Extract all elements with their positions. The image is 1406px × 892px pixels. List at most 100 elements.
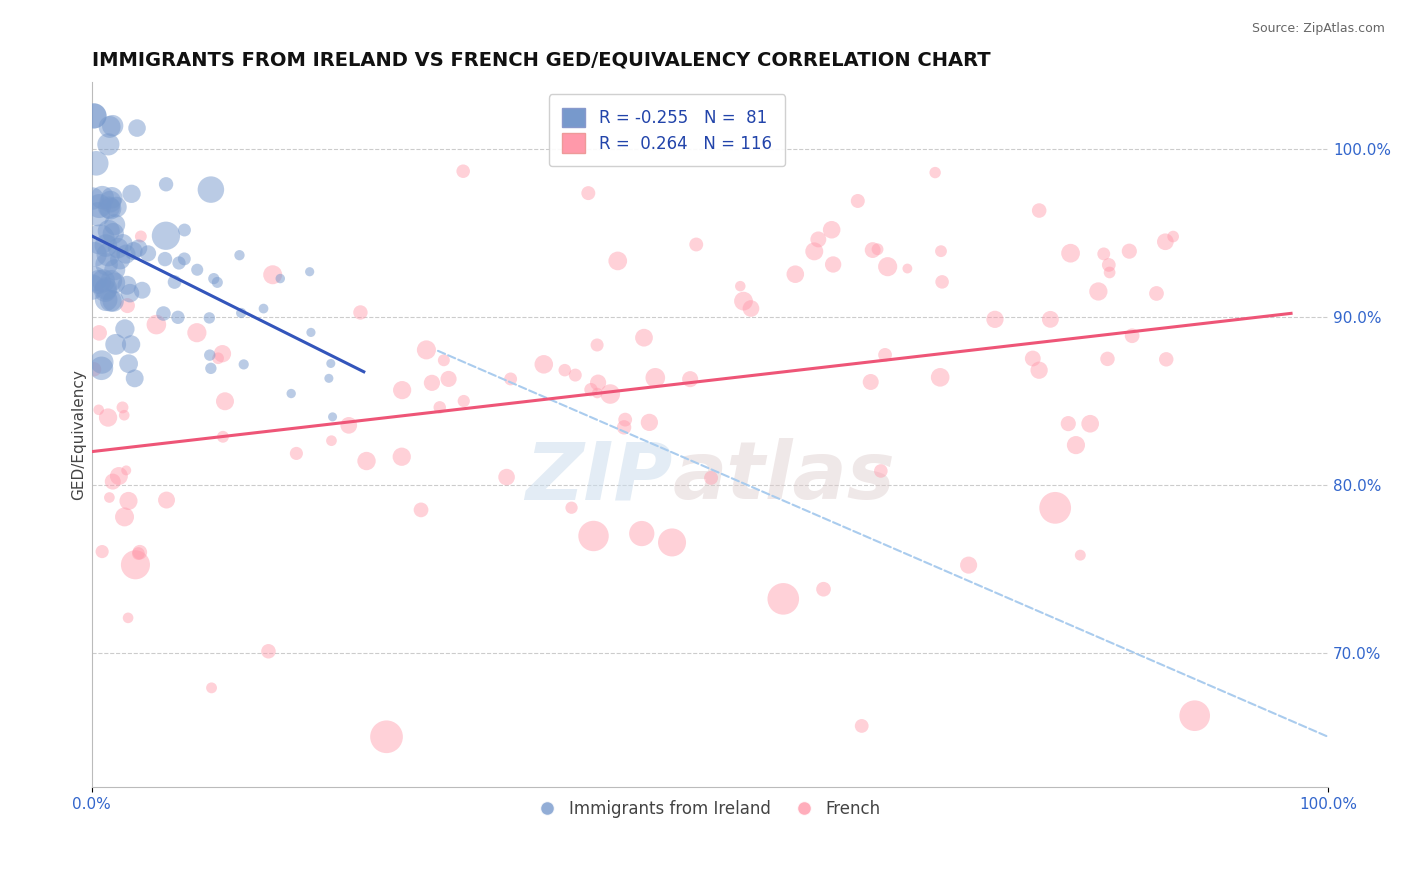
Point xyxy=(1043,500,1066,515)
Point xyxy=(1069,548,1091,562)
Point xyxy=(87,275,110,289)
Point xyxy=(319,356,342,370)
Point xyxy=(115,247,138,261)
Point xyxy=(869,464,891,478)
Point xyxy=(198,348,221,362)
Point xyxy=(554,363,576,377)
Point xyxy=(231,306,253,320)
Point xyxy=(318,371,340,385)
Point xyxy=(94,281,117,295)
Point xyxy=(586,338,609,352)
Point xyxy=(97,224,120,238)
Point xyxy=(155,228,177,243)
Legend: Immigrants from Ireland, French: Immigrants from Ireland, French xyxy=(533,793,887,824)
Point xyxy=(83,362,105,376)
Point xyxy=(97,410,120,425)
Point xyxy=(117,611,139,625)
Point xyxy=(638,416,661,430)
Point xyxy=(155,493,177,508)
Y-axis label: GED/Equivalency: GED/Equivalency xyxy=(72,369,86,500)
Point xyxy=(821,223,844,237)
Point xyxy=(1028,363,1050,377)
Point xyxy=(145,318,167,332)
Point xyxy=(100,274,122,288)
Point xyxy=(1059,246,1081,260)
Point xyxy=(876,260,898,274)
Point xyxy=(200,681,222,695)
Point xyxy=(685,237,707,252)
Point xyxy=(280,386,302,401)
Text: ZIP: ZIP xyxy=(526,438,673,516)
Point xyxy=(644,371,666,385)
Point xyxy=(173,223,195,237)
Point xyxy=(269,271,291,285)
Point xyxy=(1022,351,1045,366)
Point xyxy=(87,207,110,221)
Point xyxy=(114,322,136,336)
Point xyxy=(129,229,152,244)
Point xyxy=(91,544,114,558)
Point xyxy=(114,509,136,524)
Point xyxy=(105,200,128,214)
Point xyxy=(94,284,117,298)
Point xyxy=(1092,247,1115,261)
Point xyxy=(740,301,762,316)
Point xyxy=(94,238,117,252)
Point xyxy=(661,535,683,549)
Point xyxy=(803,244,825,259)
Point xyxy=(599,387,621,401)
Point xyxy=(337,418,360,433)
Point xyxy=(730,279,752,293)
Point xyxy=(90,361,112,376)
Point xyxy=(155,178,177,192)
Point xyxy=(112,409,135,423)
Point xyxy=(451,164,474,178)
Point xyxy=(495,470,517,484)
Point xyxy=(202,271,225,285)
Point xyxy=(700,471,723,485)
Point xyxy=(115,463,138,477)
Point xyxy=(100,202,122,216)
Point xyxy=(409,503,432,517)
Point xyxy=(124,558,146,572)
Point xyxy=(104,337,127,351)
Point xyxy=(111,236,134,251)
Point xyxy=(83,109,105,123)
Point xyxy=(613,420,636,434)
Point xyxy=(257,644,280,658)
Point xyxy=(83,247,105,261)
Point xyxy=(586,376,609,390)
Point xyxy=(929,370,952,384)
Point xyxy=(1154,235,1177,249)
Point xyxy=(1087,285,1109,299)
Point xyxy=(252,301,274,316)
Point xyxy=(299,326,322,340)
Point xyxy=(91,190,114,204)
Point xyxy=(420,376,443,390)
Point xyxy=(136,246,159,260)
Point xyxy=(846,194,869,208)
Point xyxy=(349,305,371,319)
Point xyxy=(101,475,124,489)
Point xyxy=(128,545,150,559)
Point xyxy=(1146,286,1168,301)
Point xyxy=(1184,708,1206,723)
Point xyxy=(1161,229,1184,244)
Point xyxy=(207,351,229,366)
Point xyxy=(120,337,142,351)
Point xyxy=(111,401,134,415)
Point xyxy=(582,529,605,543)
Point xyxy=(207,276,229,290)
Point xyxy=(453,394,475,409)
Point xyxy=(564,368,586,383)
Point xyxy=(131,283,153,297)
Point xyxy=(1118,244,1140,259)
Point xyxy=(630,526,652,541)
Point xyxy=(122,244,145,258)
Point xyxy=(96,257,118,271)
Point xyxy=(929,244,952,259)
Point xyxy=(98,120,121,134)
Point xyxy=(104,262,127,277)
Point xyxy=(108,252,131,267)
Point xyxy=(83,272,105,286)
